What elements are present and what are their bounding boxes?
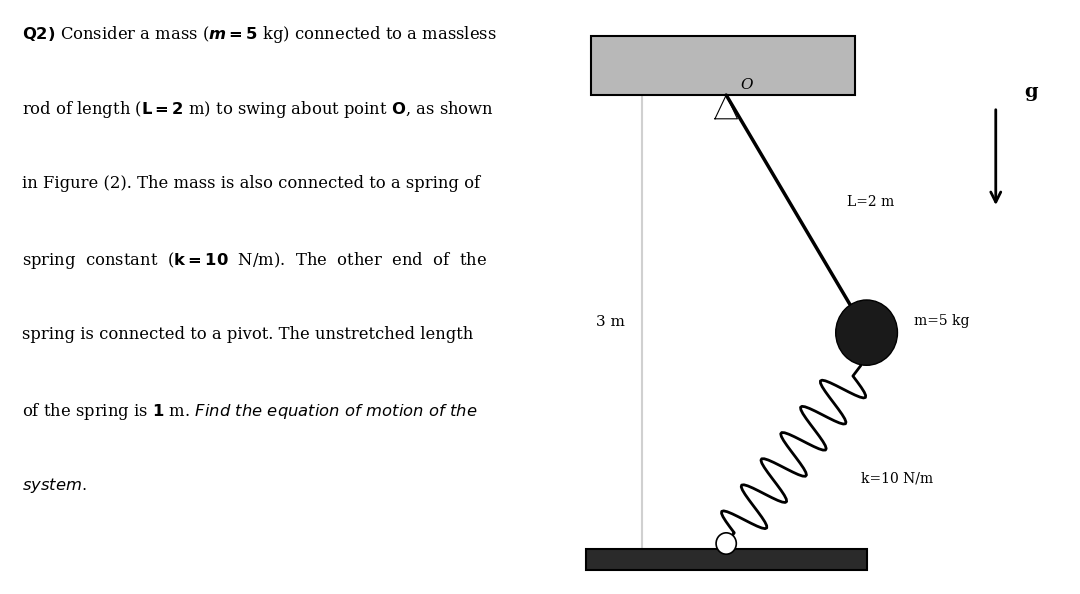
Text: 3 m: 3 m [596, 315, 625, 329]
Text: m=5 kg: m=5 kg [915, 314, 970, 328]
Bar [592, 36, 855, 95]
Circle shape [836, 300, 897, 365]
Text: $\bf{Q2)}$ Consider a mass ($\bfit{m}\bf{=5}$ kg) connected to a massless: $\bf{Q2)}$ Consider a mass ($\bfit{m}\bf… [22, 24, 497, 45]
Text: rod of length ($\bf{L=2}$ m) to swing about point $\bf{O}$, as shown: rod of length ($\bf{L=2}$ m) to swing ab… [22, 99, 494, 120]
Text: k=10 N/m: k=10 N/m [861, 471, 933, 485]
Polygon shape [715, 95, 738, 119]
Text: g: g [1024, 83, 1038, 101]
Text: $\it{system.}$: $\it{system.}$ [22, 476, 86, 495]
Circle shape [716, 533, 737, 554]
Text: O: O [740, 78, 753, 92]
Text: of the spring is $\bf{1}$ m. $\it{Find\ the\ equation\ of\ motion\ of\ the}$: of the spring is $\bf{1}$ m. $\it{Find\ … [22, 401, 477, 422]
Text: in Figure (2). The mass is also connected to a spring of: in Figure (2). The mass is also connecte… [22, 175, 480, 192]
Text: L=2 m: L=2 m [847, 195, 894, 209]
Text: spring  constant  ($\bf{k=10}$  N/m).  The  other  end  of  the: spring constant ($\bf{k=10}$ N/m). The o… [22, 250, 487, 271]
Bar [585, 549, 866, 570]
Text: spring is connected to a pivot. The unstretched length: spring is connected to a pivot. The unst… [22, 326, 473, 343]
